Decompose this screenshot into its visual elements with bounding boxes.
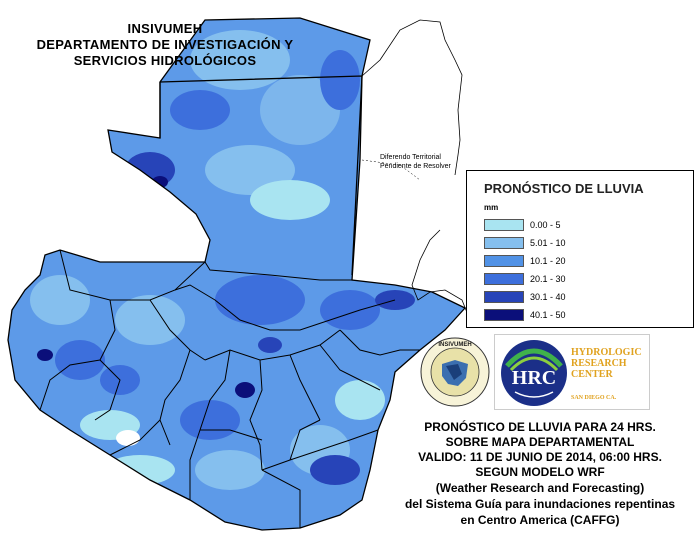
legend-swatch — [484, 309, 524, 321]
caption-line2: SOBRE MAPA DEPARTAMENTAL — [445, 435, 635, 449]
hrc-name-line1: HYDROLOGIC — [571, 347, 642, 358]
hrc-name-line3: CENTER — [571, 369, 613, 380]
legend: PRONÓSTICO DE LLUVIA mm 0.00 - 5 5.01 - 1… — [466, 170, 694, 328]
hrc-emblem-icon: HRC — [501, 340, 567, 406]
hrc-name: HYDROLOGIC RESEARCH CENTER — [571, 347, 642, 380]
territorial-note-line2: Pendiente de Resolver — [380, 163, 451, 170]
department-name-line1: DEPARTAMENTO DE INVESTIGACIÓN Y — [36, 37, 294, 52]
legend-title: PRONÓSTICO DE LLUVIA — [484, 181, 644, 196]
caption-line7: en Centro America (CAFFG) — [460, 513, 620, 527]
belize-border — [361, 19, 471, 321]
legend-item: 0.00 - 5 — [484, 219, 664, 233]
caption-line4: SEGUN MODELO WRF — [475, 465, 605, 479]
department-borders — [39, 249, 420, 528]
legend-item: 30.1 - 40 — [484, 291, 664, 305]
country-border — [7, 17, 467, 531]
hrc-logo: HRC HYDROLOGIC RESEARCH CENTER SAN DIEGO… — [494, 334, 650, 410]
legend-label: 20.1 - 30 — [530, 274, 566, 284]
legend-item: 5.01 - 10 — [484, 237, 664, 251]
legend-swatch — [484, 273, 524, 285]
legend-label: 0.00 - 5 — [530, 220, 561, 230]
legend-item: 40.1 - 50 — [484, 309, 664, 323]
legend-item: 10.1 - 20 — [484, 255, 664, 269]
insivumeh-logo-text: INSIVUMEH — [438, 342, 471, 348]
dispute-line — [361, 159, 421, 181]
legend-label: 30.1 - 40 — [530, 292, 566, 302]
caption-line3: VALIDO: 11 DE JUNIO DE 2014, 06:00 HRS. — [418, 450, 662, 464]
peten-border — [159, 75, 363, 276]
department-name-line2: SERVICIOS HIDROLÓGICOS — [73, 53, 257, 68]
hrc-city: SAN DIEGO CA. — [571, 395, 617, 401]
hrc-name-line2: RESEARCH — [571, 358, 627, 369]
legend-label: 40.1 - 50 — [530, 310, 566, 320]
legend-label: 5.01 - 10 — [530, 238, 566, 248]
legend-item: 20.1 - 30 — [484, 273, 664, 287]
legend-swatch — [484, 237, 524, 249]
caption-line5: (Weather Research and Forecasting) — [435, 481, 645, 495]
legend-swatch — [484, 291, 524, 303]
hrc-mark: HRC — [512, 367, 556, 389]
legend-swatch — [484, 255, 524, 267]
insivumeh-logo: INSIVUMEH — [420, 337, 490, 407]
legend-swatch — [484, 219, 524, 231]
caption-line1: PRONÓSTICO DE LLUVIA PARA 24 HRS. — [424, 420, 656, 434]
legend-label: 10.1 - 20 — [530, 256, 566, 266]
agency-name: INSIVUMEH — [127, 21, 203, 36]
caption-line6: del Sistema Guía para inundaciones repen… — [404, 497, 676, 511]
legend-unit: mm — [484, 203, 499, 212]
territorial-note-line1: Diferendo Territorial — [380, 154, 441, 161]
